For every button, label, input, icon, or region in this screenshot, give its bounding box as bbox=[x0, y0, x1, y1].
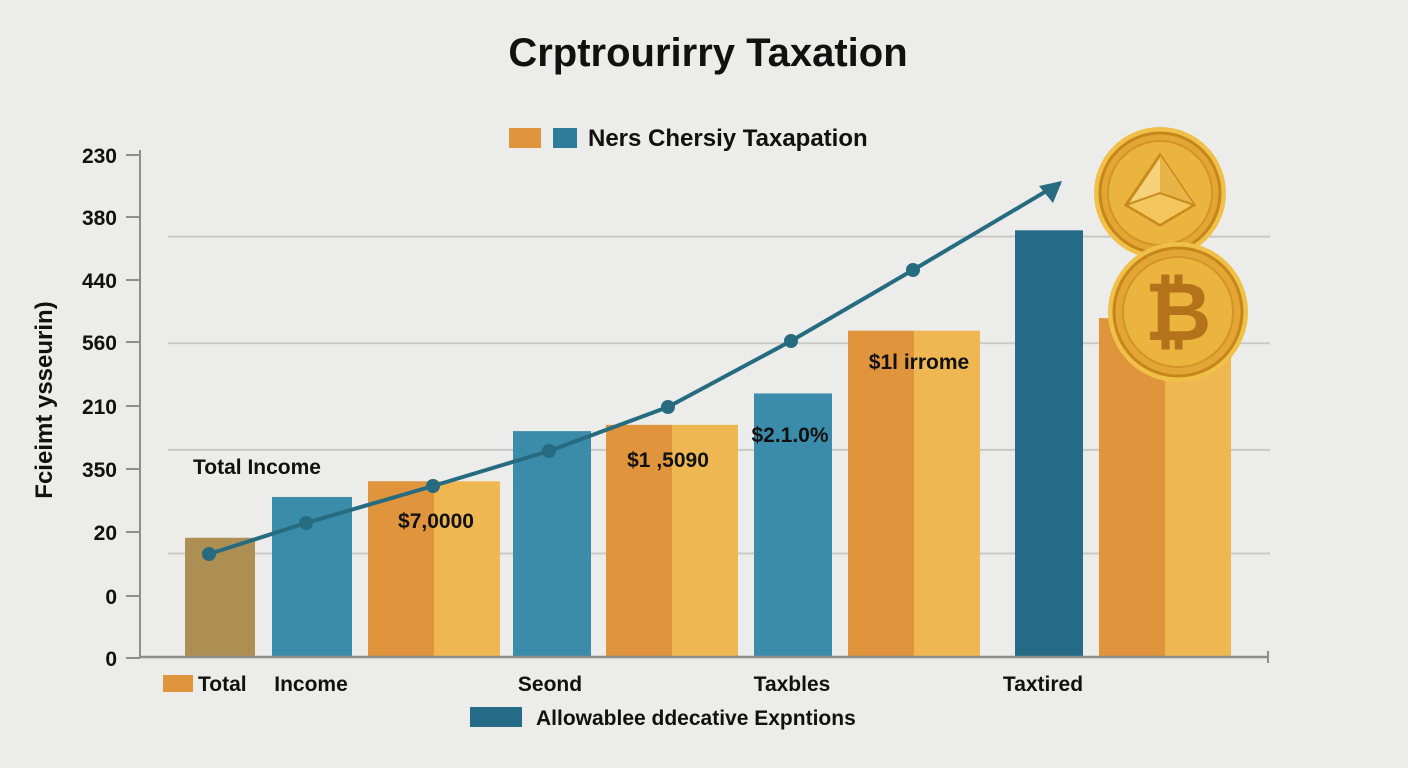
trend-arrow-icon bbox=[1039, 181, 1062, 203]
y-tick-label-7: 20 bbox=[94, 522, 117, 545]
trend-point-2 bbox=[299, 516, 313, 530]
x-label-4: Taxbles bbox=[754, 673, 831, 696]
ethereum-coin-icon bbox=[1094, 127, 1226, 259]
bar-5-left bbox=[606, 424, 672, 657]
trend-point-5 bbox=[661, 400, 675, 414]
bar-8 bbox=[1015, 230, 1083, 658]
bar-5-right bbox=[672, 424, 738, 657]
y-tick-label-2: 380 bbox=[82, 207, 117, 230]
annotation-1: Total Income bbox=[193, 456, 321, 479]
y-tick-label-6: 350 bbox=[82, 459, 117, 482]
x-label-1: Total bbox=[198, 673, 247, 696]
bar-1 bbox=[185, 537, 255, 657]
top-legend-label: Ners Chersiy Taxapation bbox=[588, 125, 868, 152]
bar-3-left bbox=[368, 481, 434, 657]
top-legend-swatch-teal bbox=[553, 128, 577, 148]
svg-text:₿: ₿ bbox=[1145, 265, 1212, 360]
y-tick-label-3: 440 bbox=[82, 270, 117, 293]
annotations: Total Income $7,0000 $1 ,5090 $2.1.0% $1l ir… bbox=[193, 351, 969, 533]
trend-line bbox=[202, 181, 1062, 561]
trend-point-6 bbox=[784, 334, 798, 348]
bar-7-right bbox=[914, 330, 980, 657]
trend-point-4 bbox=[542, 444, 556, 458]
bottom-legend: Allowablee ddecative Expntions bbox=[470, 707, 856, 730]
top-legend: Ners Chersiy Taxapation bbox=[509, 125, 868, 152]
y-tick-label-5: 210 bbox=[82, 396, 117, 419]
bottom-legend-swatch bbox=[470, 707, 522, 727]
top-legend-swatch-orange bbox=[509, 128, 541, 148]
y-tick-label-9: 0 bbox=[105, 648, 117, 671]
y-ticks: 230 380 440 560 210 350 20 0 0 bbox=[82, 145, 140, 671]
y-axis-label: Fcieimt ysseurin) bbox=[31, 301, 58, 498]
y-tick-label-1: 230 bbox=[82, 145, 117, 168]
bars bbox=[185, 230, 1231, 658]
bottom-legend-label: Allowablee ddecative Expntions bbox=[536, 707, 856, 730]
trend-point-1 bbox=[202, 547, 216, 561]
chart-title: Crptrourirry Taxation bbox=[508, 31, 907, 75]
annotation-4: $2.1.0% bbox=[751, 424, 828, 447]
annotation-2: $7,0000 bbox=[398, 510, 474, 533]
annotation-5: $1l irrome bbox=[869, 351, 969, 374]
annotation-3: $1 ,5090 bbox=[627, 449, 709, 472]
trend-point-3 bbox=[426, 479, 440, 493]
bar-7-left bbox=[848, 330, 914, 657]
bar-4 bbox=[513, 431, 591, 657]
y-tick-label-8: 0 bbox=[105, 586, 117, 609]
trend-line-path bbox=[208, 181, 1062, 556]
trend-point-7 bbox=[906, 263, 920, 277]
bar-6 bbox=[754, 393, 832, 657]
axes bbox=[139, 150, 1269, 663]
x-label-5: Taxtired bbox=[1003, 673, 1083, 696]
x-labels: Total Income Seond Taxbles Taxtired bbox=[163, 673, 1083, 696]
x-label-3: Seond bbox=[518, 673, 582, 696]
bitcoin-coin-icon: ₿ bbox=[1108, 242, 1248, 382]
y-tick-label-4: 560 bbox=[82, 332, 117, 355]
x-label-swatch bbox=[163, 675, 193, 692]
x-label-2: Income bbox=[274, 673, 348, 696]
bar-3-right bbox=[434, 481, 500, 657]
